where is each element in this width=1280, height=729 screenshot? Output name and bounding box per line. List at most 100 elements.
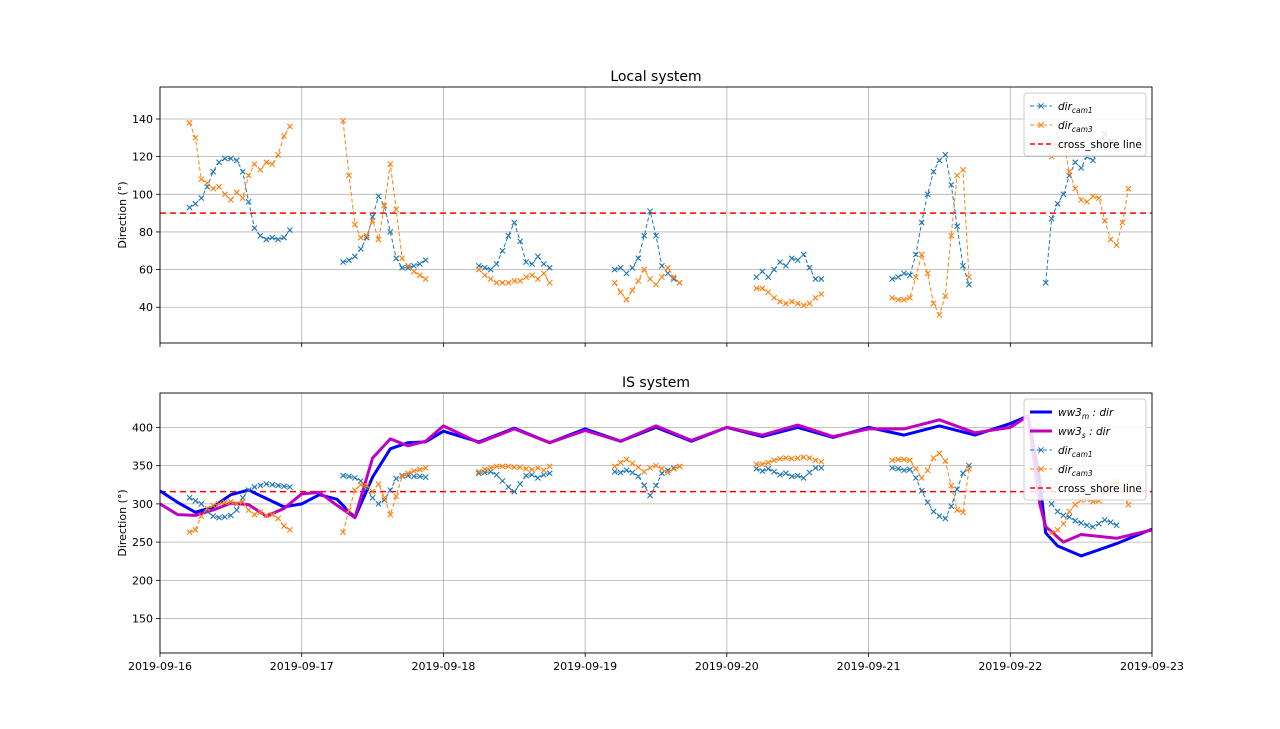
data-point	[286, 123, 293, 130]
data-point	[670, 274, 677, 281]
data-point	[806, 469, 813, 476]
local-system-panel: 40 60 80 100 120 140 Local system Direction (°)…	[116, 69, 1153, 347]
data-point	[1054, 526, 1061, 533]
data-point	[251, 161, 258, 168]
data-point	[765, 274, 772, 281]
data-point	[369, 488, 376, 495]
data-point	[263, 159, 270, 166]
data-point	[753, 461, 760, 468]
data-point	[1048, 529, 1055, 536]
data-point	[954, 486, 961, 493]
x-tick-label: 2019-09-18	[411, 660, 475, 673]
data-point	[416, 466, 423, 473]
data-point	[481, 466, 488, 473]
data-point	[192, 134, 199, 141]
data-point	[788, 455, 795, 462]
data-point	[942, 458, 949, 465]
data-point	[517, 238, 524, 245]
data-point	[1060, 512, 1067, 519]
y-axis-label: Direction (°)	[116, 489, 129, 556]
data-point	[924, 270, 931, 277]
y-tick-label: 300	[132, 498, 153, 511]
data-point	[493, 279, 500, 286]
data-point	[340, 259, 347, 266]
data-point	[806, 264, 813, 271]
data-point	[965, 281, 972, 288]
data-point	[635, 255, 642, 262]
y-axis-label: Direction (°)	[116, 181, 129, 248]
data-point	[505, 232, 512, 239]
data-point	[227, 512, 234, 519]
data-point	[658, 470, 665, 477]
legend-box	[1023, 92, 1147, 157]
data-point	[239, 498, 246, 505]
data-point	[546, 463, 553, 470]
data-point	[658, 262, 665, 269]
data-point	[954, 172, 961, 179]
legend-label: dircam1	[1058, 101, 1093, 115]
data-point	[912, 251, 919, 258]
data-point	[357, 245, 364, 252]
plot-area	[160, 393, 1152, 653]
data-point	[623, 456, 630, 463]
data-point	[351, 474, 358, 481]
data-point	[930, 168, 937, 175]
data-point	[281, 523, 287, 530]
data-point	[221, 499, 228, 506]
data-point	[511, 488, 518, 495]
data-point	[393, 475, 400, 482]
data-point	[511, 277, 518, 284]
data-point	[1101, 516, 1108, 523]
data-point	[812, 457, 819, 464]
data-point	[363, 234, 370, 241]
data-point	[281, 132, 287, 139]
data-point	[1066, 168, 1073, 175]
data-point	[1054, 200, 1061, 207]
x-tick-label: 2019-09-19	[553, 660, 617, 673]
data-point	[540, 467, 547, 474]
data-point	[416, 473, 423, 480]
data-point	[221, 513, 228, 520]
data-point	[930, 455, 937, 461]
data-point	[216, 159, 223, 166]
data-point	[954, 223, 961, 230]
data-point	[1119, 219, 1126, 226]
data-point	[965, 274, 972, 281]
data-point	[901, 467, 907, 474]
data-point	[788, 473, 795, 480]
data-point	[670, 465, 677, 472]
data-point	[375, 236, 382, 243]
data-point	[641, 468, 648, 475]
x-tick-label: 2019-09-21	[837, 660, 901, 673]
data-point	[540, 471, 547, 478]
data-point	[794, 455, 801, 461]
data-point	[889, 294, 896, 301]
data-point	[623, 296, 630, 303]
data-point	[1054, 508, 1061, 515]
data-point	[1060, 191, 1067, 198]
data-point	[611, 468, 618, 475]
data-point	[198, 176, 205, 183]
x-tick-label: 2019-09-23	[1120, 660, 1184, 673]
data-point	[611, 266, 618, 273]
data-point	[901, 456, 907, 463]
data-point	[782, 470, 789, 477]
data-point	[1072, 159, 1079, 166]
data-point	[393, 255, 400, 262]
data-point	[1095, 195, 1102, 202]
data-point	[499, 279, 506, 286]
data-point	[375, 193, 382, 200]
data-point	[806, 300, 813, 307]
legend-box	[1023, 398, 1147, 501]
data-point	[534, 276, 541, 282]
data-point	[653, 232, 659, 239]
data-point	[286, 484, 293, 491]
data-point	[416, 272, 423, 279]
data-point	[192, 526, 199, 533]
data-point	[245, 198, 252, 205]
legend-label: dircam3	[1058, 464, 1093, 478]
data-point	[257, 166, 264, 173]
data-point	[487, 276, 494, 282]
data-point	[499, 463, 506, 470]
data-point	[788, 255, 795, 262]
